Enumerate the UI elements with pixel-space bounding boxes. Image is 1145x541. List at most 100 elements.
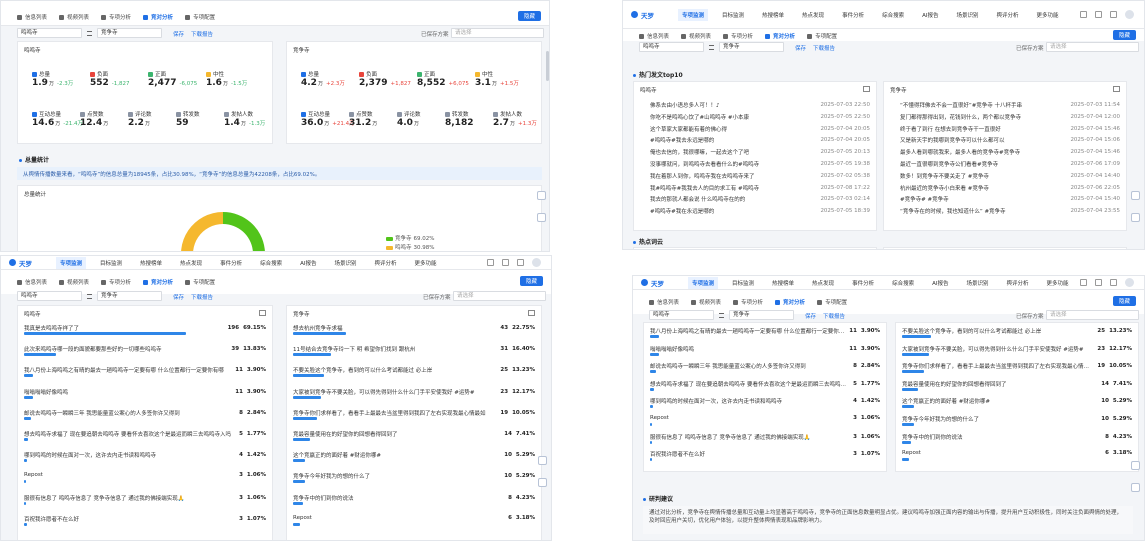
icon-button[interactable] [517,259,524,266]
post-row[interactable]: 我在着那人到你，鸣鸣寺我在去鸣鸣寺来了 2025-07-02 05:38 [640,172,870,180]
side-tool[interactable] [1131,191,1140,200]
tab[interactable]: 竞对分析 [765,32,795,40]
post-row[interactable]: 没事哪就问，到鸣鸣寺去看看什么的#鸣鸣寺 2025-07-05 19:38 [640,160,870,168]
nav-item[interactable]: AI报告 [932,280,949,287]
nav-item[interactable]: 场景识别 [334,260,357,267]
side-tool[interactable] [538,478,547,487]
tab[interactable]: 信息列表 [17,278,47,286]
post-row[interactable]: 最多人看到哪就我来，最多人看的竞争寺#竞争寺 2025-07-04 15:46 [890,148,1120,156]
tab[interactable]: 竞对分析 [143,13,173,21]
tab[interactable]: 专项分析 [101,278,131,286]
avatar[interactable] [532,258,541,267]
icon-button[interactable] [1110,279,1117,286]
nav-item[interactable]: 场景识别 [966,280,989,287]
nav-item[interactable]: 目标监测 [732,280,755,287]
tab[interactable]: 专项配置 [807,32,837,40]
competitor-select[interactable]: 竞争寺 [97,28,162,38]
tab[interactable]: 视频列表 [59,278,89,286]
target-select[interactable]: 鸣鸣寺 [649,310,714,320]
icon-button[interactable] [502,259,509,266]
hide-button[interactable]: 隐藏 [517,11,541,21]
tab[interactable]: 信息列表 [649,298,679,306]
nav-item[interactable]: 事件分析 [220,260,243,267]
side-tool[interactable] [537,191,546,200]
target-select[interactable]: 鸣鸣寺 [639,42,704,52]
tab[interactable]: 竞对分析 [775,298,805,306]
nav-item[interactable]: AI报告 [300,260,317,267]
post-row[interactable]: 我去的那就人都会说 什么鸣鸣寺在的的 2025-07-03 02:14 [640,195,870,203]
post-row[interactable]: #竞争寺# #竞争寺 2025-07-04 15:40 [890,195,1120,203]
nav-item[interactable]: 热搜榜单 [772,280,795,287]
nav-item[interactable]: AI报告 [922,12,939,19]
tab[interactable]: 信息列表 [639,32,669,40]
nav-item[interactable]: 热点发现 [802,12,825,19]
target-select[interactable]: 鸣鸣寺 [17,28,82,38]
nav-item[interactable]: 综合搜索 [892,280,915,287]
nav-item[interactable]: 综合搜索 [260,260,283,267]
save-link[interactable]: 保存 [173,32,185,38]
post-row[interactable]: “不懂得拜佛去不会一直很好”#竞争寺 十八杯手串 2025-07-03 11:54 [890,101,1120,109]
download-link[interactable]: 下载报告 [191,32,214,38]
tab[interactable]: 专项配置 [185,278,215,286]
download-link[interactable]: 下载报告 [823,314,846,320]
save-link[interactable]: 保存 [795,46,807,52]
scheme-select[interactable]: 请选择 [1046,42,1139,52]
download-link[interactable]: 下载报告 [191,295,214,301]
side-tool[interactable] [1131,483,1140,492]
post-row[interactable]: 又是新天宇的我哪到竞争寺可以什么都可以 2025-07-04 15:06 [890,136,1120,144]
post-row[interactable]: 你吃不是鸣鸣心饮了#山鸣鸣寺 #小本康 2025-07-05 22:50 [640,113,870,121]
icon-button[interactable] [1095,11,1102,18]
icon-button[interactable] [1080,11,1087,18]
icon-button[interactable] [1095,279,1102,286]
nav-item[interactable]: 专项监测 [678,8,709,21]
competitor-select[interactable]: 竞争寺 [719,42,784,52]
tab[interactable]: 专项分析 [733,298,763,306]
icon-button[interactable] [487,259,494,266]
side-tool[interactable] [538,456,547,465]
avatar[interactable] [1125,10,1134,19]
nav-item[interactable]: 更多功能 [414,260,437,267]
nav-item[interactable]: 舆评分析 [374,260,397,267]
post-row[interactable]: #鸣鸣寺#我去永远是哪的 2025-07-04 20:05 [640,136,870,144]
post-row[interactable]: 杭州最近的竞争寺小白来看 #竞争寺 2025-07-06 22:05 [890,184,1120,192]
side-tool[interactable] [537,213,546,222]
post-row[interactable]: #鸣鸣寺#我在永远是哪的 2025-07-05 18:39 [640,207,870,215]
scheme-select[interactable]: 请选择 [1046,310,1139,320]
nav-item[interactable]: 专项监测 [688,276,719,289]
post-row[interactable]: 终于看了到行 在想去到竞争寺干一直很好 2025-07-04 15:46 [890,125,1120,133]
nav-item[interactable]: 热点发现 [812,280,835,287]
scheme-select[interactable]: 请选择 [453,291,546,301]
download-link[interactable]: 下载报告 [813,46,836,52]
post-row[interactable]: 复门都得那得出到，花钱到什么，两个都以竞争寺 2025-07-04 12:00 [890,113,1120,121]
competitor-select[interactable]: 竞争寺 [97,291,162,301]
scheme-select[interactable]: 请选择 [451,28,544,38]
nav-item[interactable]: 事件分析 [842,12,865,19]
hide-button[interactable]: 隐藏 [1112,30,1136,40]
post-row[interactable]: 数多！到竞争寺不要关走了 #竞争寺 2025-07-04 14:40 [890,172,1120,180]
post-row[interactable]: 我#鸣鸣寺#我我去人的目的求工有 #鸣鸣寺 2025-07-08 17:22 [640,184,870,192]
tab[interactable]: 专项配置 [185,13,215,21]
nav-item[interactable]: 更多功能 [1036,12,1059,19]
tab[interactable]: 视频列表 [691,298,721,306]
tab[interactable]: 竞对分析 [143,278,173,286]
post-row[interactable]: 最近一直很哪到竞争寺公们看看#竞争寺 2025-07-06 17:09 [890,160,1120,168]
nav-item[interactable]: 热搜榜单 [762,12,785,19]
competitor-select[interactable]: 竞争寺 [729,310,794,320]
nav-item[interactable]: 目标监测 [722,12,745,19]
nav-item[interactable]: 综合搜索 [882,12,905,19]
tab[interactable]: 专项分析 [101,13,131,21]
icon-button[interactable] [1110,11,1117,18]
tab[interactable]: 专项分析 [723,32,753,40]
save-link[interactable]: 保存 [805,314,817,320]
nav-item[interactable]: 事件分析 [852,280,875,287]
tab[interactable]: 信息列表 [17,13,47,21]
nav-item[interactable]: 场景识别 [956,12,979,19]
avatar[interactable] [1125,278,1134,287]
tab[interactable]: 视频列表 [59,13,89,21]
nav-item[interactable]: 热搜榜单 [140,260,163,267]
hide-button[interactable]: 隐藏 [1112,296,1136,306]
icon-button[interactable] [1080,279,1087,286]
post-row[interactable]: “竞争寺在的时候，我也知道什么” #竞争寺 2025-07-04 23:55 [890,207,1120,215]
nav-item[interactable]: 舆评分析 [1006,280,1029,287]
tab[interactable]: 专项配置 [817,298,847,306]
